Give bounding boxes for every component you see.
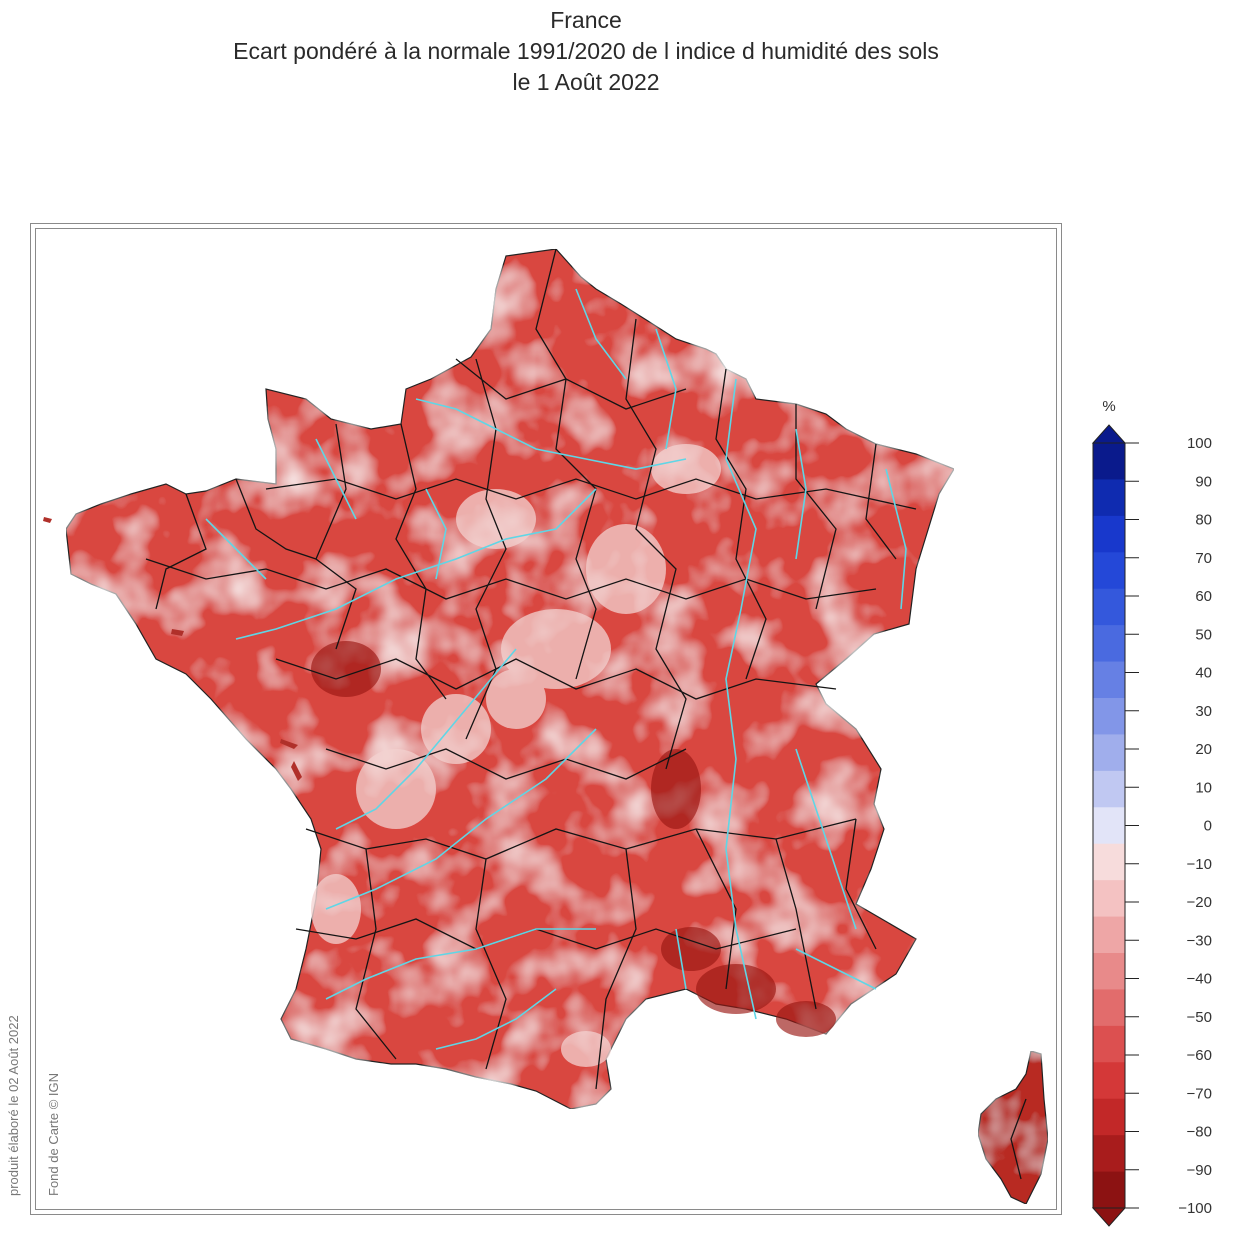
island-ouessant bbox=[43, 517, 52, 523]
legend-tick-label: 20 bbox=[1195, 741, 1212, 758]
map-title: France bbox=[550, 7, 622, 33]
map-frame-outer bbox=[30, 223, 1062, 1215]
legend-swatch bbox=[1093, 479, 1125, 517]
legend-color-bar bbox=[1091, 424, 1127, 1227]
legend-tick-label: −80 bbox=[1187, 1124, 1212, 1141]
legend-arrow-bottom bbox=[1091, 1207, 1127, 1227]
legend-tick-label: 60 bbox=[1195, 588, 1212, 605]
legend-arrow-top bbox=[1091, 424, 1127, 444]
legend-tick-label: −100 bbox=[1178, 1200, 1212, 1217]
basemap-credit: Fond de Carte © IGN bbox=[46, 1072, 61, 1196]
production-date-note: produit élaboré le 02 Août 2022 bbox=[6, 1015, 21, 1196]
legend-tick-label: 70 bbox=[1195, 550, 1212, 567]
legend-ticks: 1009080706050403020100−10−20−30−40−50−60… bbox=[1125, 435, 1212, 1217]
legend-swatch bbox=[1093, 443, 1125, 480]
rivers bbox=[205, 288, 907, 1050]
island-belle-ile bbox=[171, 629, 184, 636]
legend-swatch bbox=[1093, 807, 1125, 845]
legend-swatch bbox=[1093, 880, 1125, 918]
legend-swatch bbox=[1093, 661, 1125, 699]
legend-swatch bbox=[1093, 515, 1125, 553]
legend-swatch bbox=[1093, 843, 1125, 881]
map-date: le 1 Août 2022 bbox=[512, 69, 660, 95]
legend-tick-label: 80 bbox=[1195, 512, 1212, 529]
legend-unit: % bbox=[1102, 398, 1115, 415]
color-legend: % 1009080706050403020100−10−20−30−40−50−… bbox=[1091, 398, 1212, 1227]
legend-tick-label: 90 bbox=[1195, 473, 1212, 490]
france-map bbox=[43, 248, 1049, 1205]
legend-tick-label: −30 bbox=[1187, 932, 1212, 949]
legend-swatch bbox=[1093, 916, 1125, 954]
legend-tick-label: −50 bbox=[1187, 1009, 1212, 1026]
legend-swatch bbox=[1093, 953, 1125, 990]
legend-tick-label: 50 bbox=[1195, 626, 1212, 643]
legend-tick-label: −20 bbox=[1187, 894, 1212, 911]
legend-swatch bbox=[1093, 698, 1125, 735]
legend-swatch bbox=[1093, 625, 1125, 663]
legend-swatch bbox=[1093, 734, 1125, 772]
legend-swatch bbox=[1093, 552, 1125, 590]
light-patches bbox=[311, 444, 721, 1067]
dark-patches bbox=[311, 641, 836, 1037]
legend-tick-label: 0 bbox=[1204, 818, 1212, 835]
map-frame-inner bbox=[35, 228, 1057, 1210]
legend-swatch bbox=[1093, 1025, 1125, 1063]
legend-swatch bbox=[1093, 1171, 1125, 1209]
legend-tick-label: −40 bbox=[1187, 971, 1212, 988]
legend-tick-label: −70 bbox=[1187, 1085, 1212, 1102]
legend-tick-label: −60 bbox=[1187, 1047, 1212, 1064]
legend-swatch bbox=[1093, 1098, 1125, 1136]
legend-swatch bbox=[1093, 989, 1125, 1027]
legend-tick-label: −10 bbox=[1187, 856, 1212, 873]
map-subtitle: Ecart pondéré à la normale 1991/2020 de … bbox=[233, 38, 939, 64]
island-oleron bbox=[291, 761, 302, 781]
legend-swatch bbox=[1093, 770, 1125, 808]
island-ile-de-re bbox=[280, 739, 298, 749]
legend-tick-label: 10 bbox=[1195, 779, 1212, 796]
corsica-area bbox=[977, 1050, 1049, 1205]
legend-swatch bbox=[1093, 1062, 1125, 1100]
legend-swatch bbox=[1093, 588, 1125, 626]
legend-tick-label: 40 bbox=[1195, 665, 1212, 682]
legend-tick-label: 100 bbox=[1187, 435, 1212, 452]
legend-swatch bbox=[1093, 1135, 1125, 1173]
legend-tick-label: 30 bbox=[1195, 703, 1212, 720]
legend-tick-label: −90 bbox=[1187, 1162, 1212, 1179]
